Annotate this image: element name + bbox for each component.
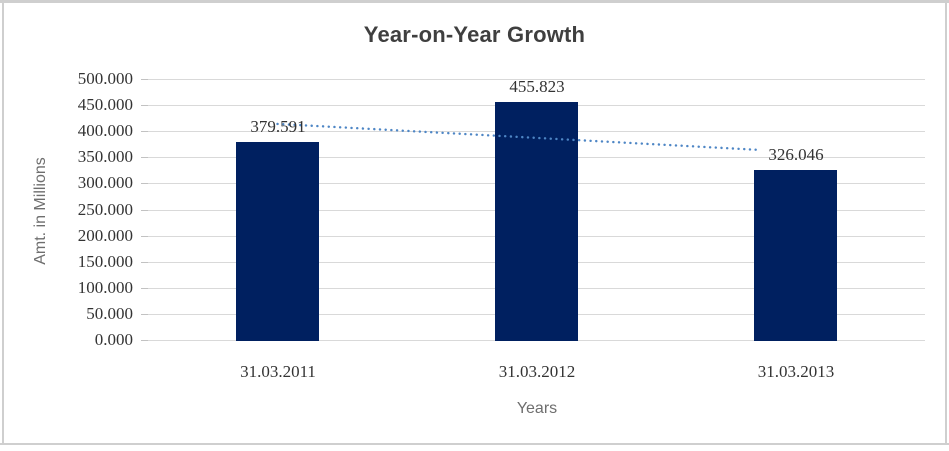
y-axis-tickmark [141,210,148,211]
y-axis-tick-label: 0.000 [94,330,133,349]
y-axis-tick-label: 350.000 [77,147,133,166]
y-axis-tick-label: 250.000 [77,200,133,219]
y-axis-tick-label: 100.000 [77,278,133,297]
bar-31.03.2013 [754,170,837,341]
frame-border-left [2,0,4,445]
x-axis-category-label: 31.03.2011 [240,362,316,381]
gridline [148,79,925,80]
y-axis-tickmark [141,131,148,132]
y-axis-tickmark [141,105,148,106]
y-axis-tickmark [141,340,148,341]
y-axis-tick-label: 450.000 [77,95,133,114]
x-axis-category-label: 31.03.2012 [498,362,576,381]
y-axis-tick-label: 150.000 [77,252,133,271]
frame-border-bottom [0,443,949,445]
y-axis-tick-label: 500.000 [77,69,133,88]
y-axis-tickmark [141,314,148,315]
y-axis-tick-label: 300.000 [77,173,133,192]
y-axis-tick-label: 200.000 [77,226,133,245]
frame-border-right [945,0,947,445]
frame-border-top [0,0,949,3]
bar-value-label: 379.591 [250,117,306,136]
bar-value-label: 455.823 [509,77,565,96]
x-axis-title: Years [516,400,558,417]
y-axis-tickmark [141,288,148,289]
y-axis-tick-label: 400.000 [77,121,133,140]
y-axis-tick-label: 50.000 [86,304,133,323]
y-axis-title: Amt. in Millions [32,157,49,265]
bar-31.03.2012 [495,102,578,341]
y-axis-tickmark [141,157,148,158]
bar-value-label: 326.046 [768,145,824,164]
x-axis-category-label: 31.03.2013 [757,362,835,381]
y-axis-tickmark [141,236,148,237]
y-axis-tickmark [141,262,148,263]
y-axis-tickmark [141,79,148,80]
y-axis-tickmark [141,183,148,184]
chart-title: Year-on-Year Growth [363,22,586,47]
bar-31.03.2011 [236,142,319,341]
